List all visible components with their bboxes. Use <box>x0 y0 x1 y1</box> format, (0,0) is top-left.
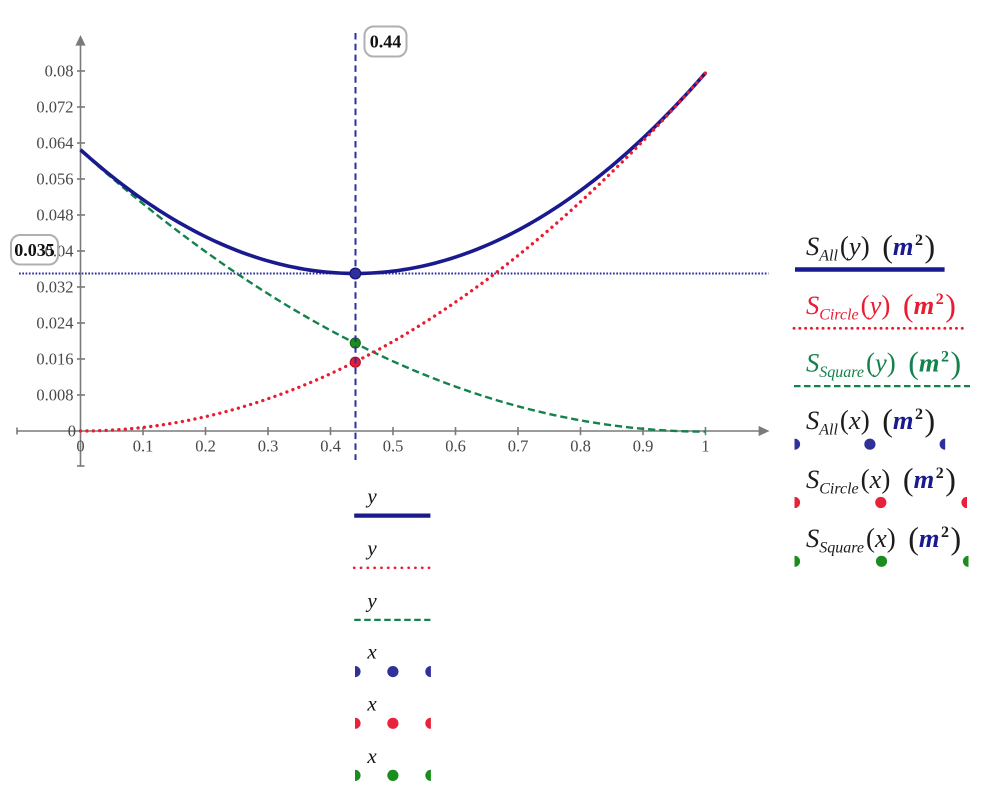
svg-text:0.9: 0.9 <box>633 437 654 456</box>
svg-text:0.1: 0.1 <box>133 437 154 456</box>
svg-text:0.016: 0.016 <box>36 350 73 369</box>
svg-text:0: 0 <box>76 437 84 456</box>
svg-text:y: y <box>365 588 377 612</box>
svg-text:0.024: 0.024 <box>36 314 73 333</box>
svg-text:0.08: 0.08 <box>45 62 74 81</box>
svg-text:0.8: 0.8 <box>570 437 591 456</box>
svg-text:0.056: 0.056 <box>36 170 73 189</box>
svg-text:0.3: 0.3 <box>258 437 279 456</box>
svg-text:0.04: 0.04 <box>45 242 74 261</box>
svg-text:x: x <box>366 640 377 664</box>
svg-text:0.5: 0.5 <box>383 437 404 456</box>
svg-text:0.048: 0.048 <box>36 206 73 225</box>
svg-text:0.008: 0.008 <box>36 386 73 405</box>
svg-text:y: y <box>365 484 377 508</box>
svg-text:x: x <box>366 692 377 716</box>
svg-text:0.032: 0.032 <box>36 278 73 297</box>
svg-text:0.072: 0.072 <box>36 98 73 117</box>
svg-text:0.035: 0.035 <box>14 240 55 260</box>
svg-text:x: x <box>366 744 377 768</box>
svg-text:1: 1 <box>701 437 709 456</box>
svg-text:0.2: 0.2 <box>195 437 216 456</box>
svg-text:0.064: 0.064 <box>36 134 73 153</box>
svg-text:0.7: 0.7 <box>508 437 529 456</box>
svg-text:0.4: 0.4 <box>320 437 341 456</box>
svg-text:0.6: 0.6 <box>445 437 466 456</box>
svg-text:0.44: 0.44 <box>370 32 402 52</box>
svg-text:y: y <box>365 536 377 560</box>
svg-text:0: 0 <box>68 422 76 441</box>
